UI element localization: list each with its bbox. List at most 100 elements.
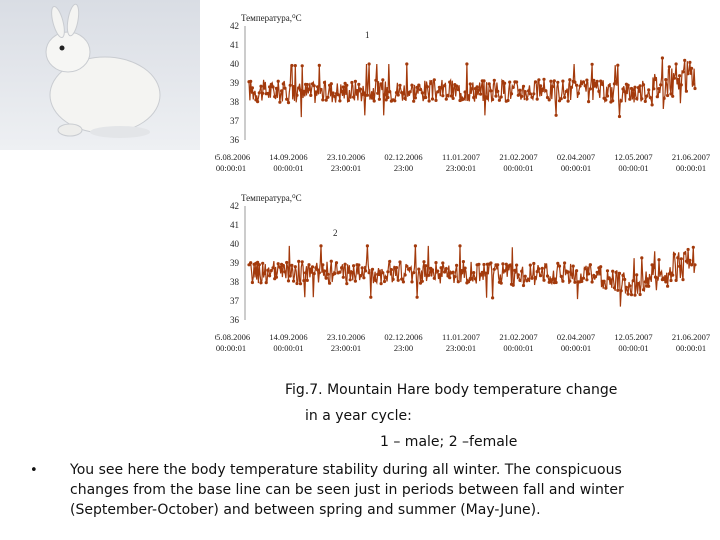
- data-point: [569, 272, 574, 276]
- data-point: [278, 100, 282, 104]
- data-point: [297, 259, 301, 263]
- data-point: [599, 79, 603, 83]
- data-point: [358, 87, 363, 91]
- data-point: [456, 280, 460, 284]
- x-tick-date: 21.06.2007: [672, 332, 710, 342]
- data-point: [576, 91, 580, 95]
- data-point: [600, 82, 604, 86]
- data-point: [286, 101, 291, 105]
- data-point: [362, 91, 366, 95]
- data-point: [569, 85, 574, 89]
- data-point: [664, 78, 668, 82]
- data-point: [381, 78, 385, 82]
- data-point: [444, 97, 448, 101]
- data-point: [434, 261, 438, 265]
- data-point: [376, 91, 380, 95]
- data-point: [367, 62, 371, 66]
- data-point: [544, 265, 548, 269]
- data-point: [503, 269, 507, 273]
- data-point: [422, 260, 426, 264]
- x-tick-date: 12.05.2007: [614, 152, 652, 162]
- data-point: [621, 87, 625, 91]
- data-point: [346, 98, 351, 103]
- data-point: [305, 82, 309, 87]
- hare-photo: [0, 0, 200, 150]
- x-tick-date: 02.04.2007: [557, 152, 595, 162]
- x-tick-date: 21.06.2007: [672, 152, 710, 162]
- data-point: [401, 280, 405, 284]
- data-point: [417, 83, 421, 87]
- data-point: [316, 85, 320, 89]
- y-tick-label: 39: [230, 258, 240, 268]
- data-point: [528, 92, 532, 96]
- data-point: [492, 267, 496, 271]
- data-point: [465, 62, 469, 66]
- caption-line-3: 1 – male; 2 –female: [380, 434, 518, 450]
- data-point: [257, 91, 261, 95]
- x-tick-time: 23:00: [394, 343, 413, 353]
- data-point: [424, 95, 428, 100]
- data-point: [288, 83, 292, 87]
- data-point: [648, 276, 652, 280]
- data-point: [688, 258, 692, 262]
- data-point: [542, 77, 546, 81]
- data-point: [317, 271, 321, 275]
- data-point: [633, 85, 637, 89]
- data-point: [298, 88, 303, 92]
- data-point: [292, 85, 296, 89]
- data-point: [334, 261, 339, 265]
- data-point: [672, 252, 676, 256]
- x-tick-date: 11.01.2007: [442, 332, 480, 342]
- data-point: [322, 269, 327, 273]
- data-point: [652, 265, 656, 270]
- data-point: [436, 90, 440, 94]
- data-point: [362, 276, 366, 280]
- data-point: [453, 275, 457, 279]
- data-point: [501, 262, 505, 266]
- data-point: [515, 80, 519, 84]
- data-point: [643, 99, 647, 103]
- data-point: [257, 263, 261, 267]
- data-point: [641, 83, 646, 87]
- data-point: [669, 278, 673, 283]
- data-point: [410, 280, 414, 284]
- data-point: [250, 280, 254, 285]
- data-point: [563, 261, 567, 265]
- data-point: [443, 84, 447, 88]
- data-point: [451, 270, 455, 274]
- data-point: [470, 87, 474, 91]
- data-point: [269, 82, 273, 86]
- x-tick-time: 00:00:01: [216, 343, 246, 353]
- data-point: [266, 91, 270, 96]
- data-point: [523, 90, 527, 94]
- data-point: [441, 261, 445, 265]
- data-point: [269, 269, 273, 273]
- data-point: [377, 97, 381, 101]
- data-point: [561, 279, 565, 283]
- data-point: [496, 89, 500, 93]
- data-point: [348, 278, 352, 282]
- data-point: [249, 79, 253, 83]
- data-point: [595, 79, 599, 83]
- data-point: [420, 279, 424, 283]
- data-point: [648, 96, 652, 100]
- data-point: [489, 261, 493, 265]
- data-point: [352, 264, 356, 268]
- data-point: [609, 278, 613, 282]
- data-point: [653, 77, 658, 82]
- data-point: [304, 271, 308, 275]
- data-point: [575, 83, 579, 87]
- data-point: [671, 94, 675, 98]
- data-point: [532, 92, 536, 96]
- data-point: [379, 282, 383, 286]
- data-point: [636, 282, 640, 286]
- data-point: [285, 97, 289, 101]
- data-point: [364, 269, 368, 273]
- x-tick-date: 14.09.2006: [269, 152, 307, 162]
- data-point: [290, 263, 294, 267]
- data-point: [679, 83, 683, 87]
- data-point: [295, 281, 299, 286]
- data-point: [415, 295, 419, 299]
- data-point: [278, 265, 282, 269]
- data-point: [686, 247, 690, 252]
